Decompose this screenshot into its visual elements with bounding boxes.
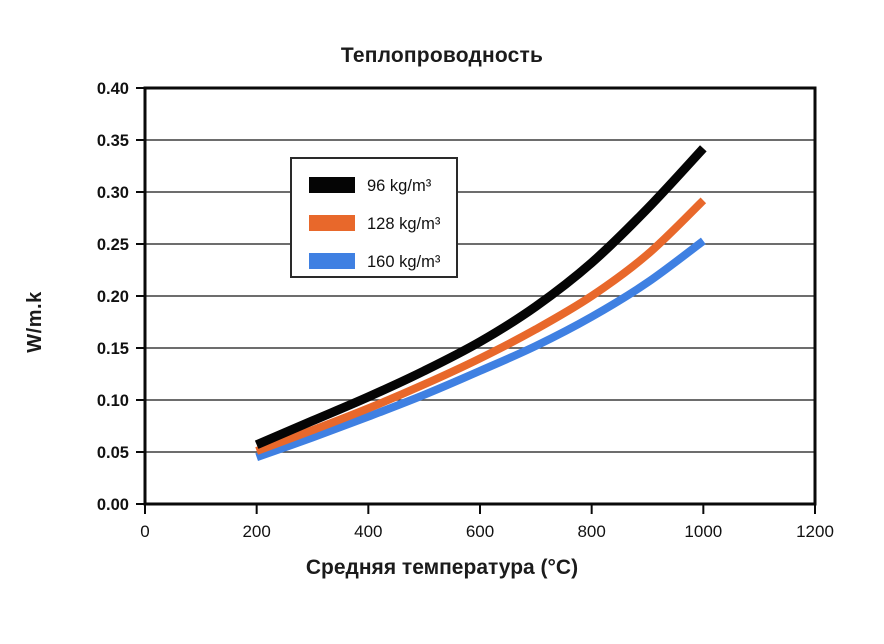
chart-legend: 96 kg/m³ 128 kg/m³ 160 kg/m³	[290, 157, 458, 278]
data-series-group	[254, 145, 707, 461]
legend-swatch	[309, 253, 355, 269]
y-tick-label: 0.10	[97, 392, 129, 410]
x-tick-label: 400	[354, 522, 382, 541]
x-tick-label: 1000	[684, 522, 722, 541]
y-tick-label: 0.35	[97, 132, 129, 150]
x-axis-title: Средняя температура (°C)	[305, 556, 579, 579]
y-tick-label: 0.05	[97, 444, 129, 462]
x-tick-label: 0	[140, 522, 149, 541]
y-axis-ticks: 0.00 0.05 0.10 0.15 0.20 0.25 0.30 0.35 0.40	[97, 80, 145, 514]
y-tick-label: 0.20	[97, 288, 129, 306]
y-tick-label: 0.00	[97, 496, 129, 514]
gridlines-group	[145, 139, 815, 453]
series-line-0	[254, 145, 707, 449]
legend-label: 160 kg/m³	[367, 253, 441, 271]
y-tick-label: 0.15	[97, 340, 129, 358]
x-tick-label: 800	[577, 522, 605, 541]
series-line-1	[255, 197, 707, 455]
legend-swatch	[309, 177, 355, 193]
series-line-2	[255, 237, 706, 461]
x-tick-label: 600	[466, 522, 494, 541]
legend-swatch	[309, 215, 355, 231]
legend-label: 128 kg/m³	[367, 215, 441, 233]
chart-title: Теплопроводность	[340, 44, 544, 67]
x-tick-label: 200	[242, 522, 270, 541]
legend-label: 96 kg/m³	[367, 177, 432, 195]
y-tick-label: 0.30	[97, 184, 129, 202]
x-tick-label: 1200	[796, 522, 834, 541]
y-tick-label: 0.25	[97, 236, 129, 254]
x-axis-ticks: 0 200 400 600 800 1000 1200	[140, 504, 834, 541]
y-tick-label: 0.40	[97, 80, 129, 98]
